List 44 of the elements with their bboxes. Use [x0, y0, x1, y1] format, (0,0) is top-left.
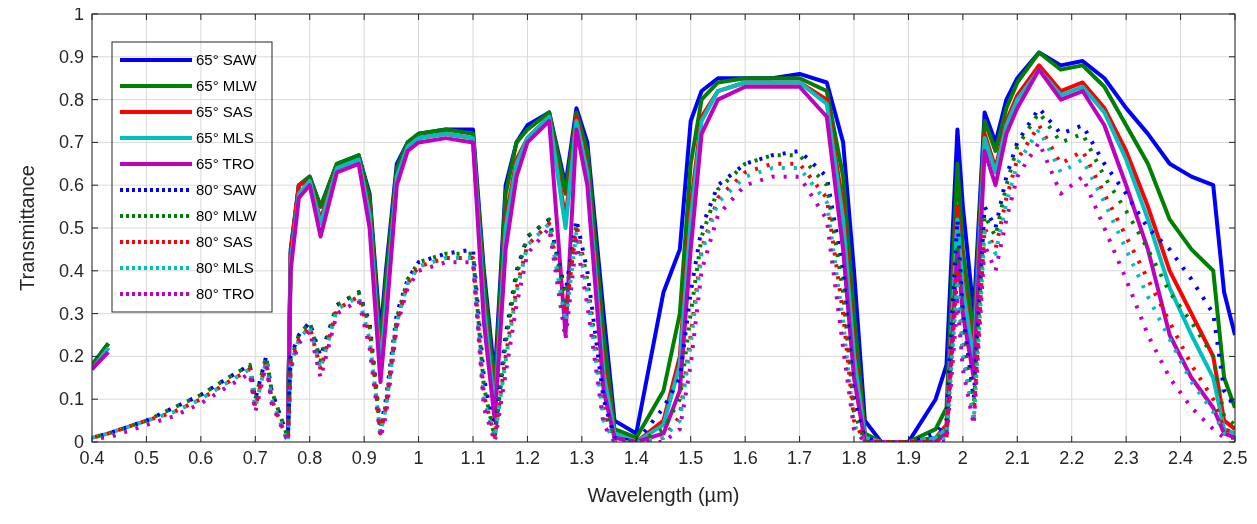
x-tick-label: 2.1 — [1004, 448, 1030, 468]
x-tick-label: 2.2 — [1059, 448, 1085, 468]
x-tick-label: 0.9 — [351, 448, 377, 468]
x-tick-label: 0.6 — [188, 448, 214, 468]
x-axis-title: Wavelength (µm) — [587, 484, 740, 506]
legend-label: 80° TRO — [196, 285, 255, 302]
legend-label: 65° MLS — [196, 129, 254, 146]
x-tick-label: 2.4 — [1168, 448, 1194, 468]
x-tick-label: 0.8 — [297, 448, 323, 468]
x-tick-label: 1.1 — [460, 448, 486, 468]
legend-label: 65° MLW — [196, 77, 258, 94]
y-tick-label: 0.4 — [58, 260, 84, 281]
y-tick-label: 0.7 — [58, 132, 84, 153]
y-tick-label: 0.8 — [58, 89, 84, 110]
x-tick-label: 1.5 — [678, 448, 704, 468]
y-tick-label: 0.2 — [58, 346, 84, 367]
legend-label: 80° SAW — [196, 181, 258, 198]
y-tick-label: 1 — [73, 4, 84, 24]
x-tick-label: 1.8 — [841, 448, 867, 468]
legend-label: 80° SAS — [196, 233, 253, 250]
legend-label: 65° TRO — [196, 155, 255, 172]
y-tick-label: 0 — [73, 432, 84, 452]
x-tick-label: 1.7 — [787, 448, 813, 468]
y-tick-label: 0.9 — [58, 46, 84, 67]
y-tick-label: 0.6 — [58, 175, 84, 196]
legend-label: 65° SAS — [196, 103, 253, 120]
x-tick-label: 2 — [957, 448, 968, 468]
x-tick-label: 1.6 — [732, 448, 758, 468]
x-tick-label: 1.4 — [623, 448, 649, 468]
y-axis-title: Transmittance — [16, 165, 38, 291]
x-tick-label: 2.3 — [1113, 448, 1139, 468]
x-tick-label: 0.7 — [242, 448, 268, 468]
x-tick-label: 1.3 — [569, 448, 595, 468]
legend-label: 65° SAW — [196, 51, 258, 68]
y-tick-label: 0.3 — [58, 303, 84, 324]
x-tick-label: 2.5 — [1222, 448, 1248, 468]
y-tick-label: 0.1 — [58, 389, 84, 410]
legend-label: 80° MLS — [196, 259, 254, 276]
legend-label: 80° MLW — [196, 207, 258, 224]
y-tick-label: 0.5 — [58, 218, 84, 238]
x-tick-label: 0.5 — [133, 448, 159, 468]
x-tick-label: 1.2 — [514, 448, 540, 468]
x-tick-label: 1 — [413, 448, 424, 468]
x-tick-label: 1.9 — [895, 448, 921, 468]
